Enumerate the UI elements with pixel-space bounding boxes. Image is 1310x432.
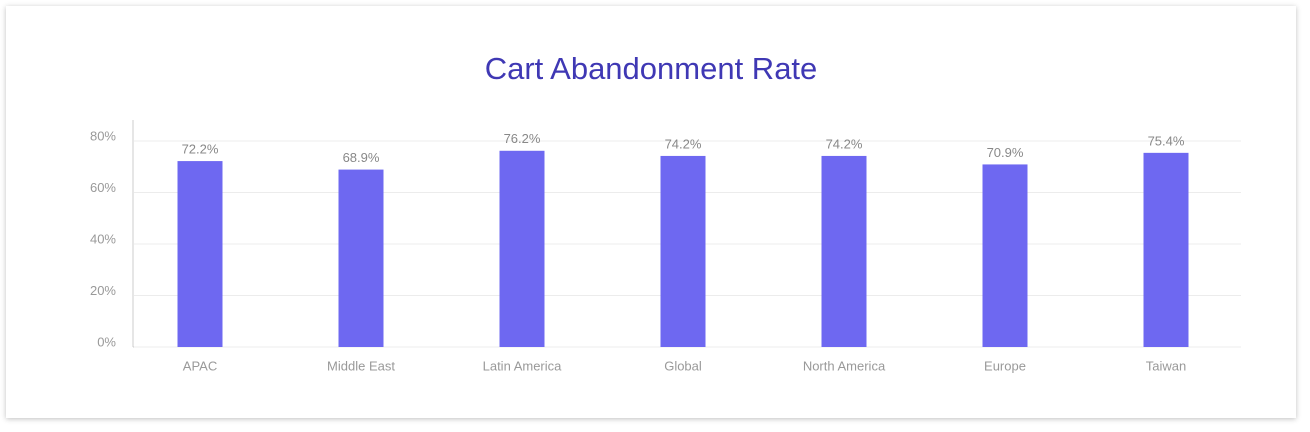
value-label: 74.2%	[665, 136, 702, 151]
x-tick-label: APAC	[183, 358, 217, 373]
bar	[821, 155, 867, 347]
bar	[499, 150, 545, 347]
bar	[660, 155, 706, 347]
x-tick-label: Middle East	[327, 358, 395, 373]
y-tick-label: 0%	[97, 334, 116, 349]
y-tick-label: 80%	[90, 128, 116, 143]
bar	[982, 164, 1028, 347]
bar	[177, 161, 223, 347]
bar	[338, 169, 384, 347]
y-tick-label: 40%	[90, 231, 116, 246]
bar	[1143, 152, 1189, 347]
y-tick-label: 20%	[90, 283, 116, 298]
x-tick-label: Europe	[984, 358, 1026, 373]
x-tick-label: Latin America	[483, 358, 563, 373]
value-label: 68.9%	[343, 150, 380, 165]
x-tick-label: Global	[664, 358, 702, 373]
value-label: 75.4%	[1148, 133, 1185, 148]
chart-title: Cart Abandonment Rate	[485, 51, 818, 86]
value-label: 70.9%	[987, 145, 1024, 160]
value-label: 72.2%	[182, 142, 219, 157]
value-label: 74.2%	[826, 136, 863, 151]
x-tick-label: North America	[803, 358, 886, 373]
value-label: 76.2%	[504, 131, 541, 146]
y-tick-label: 60%	[90, 180, 116, 195]
x-tick-label: Taiwan	[1146, 358, 1186, 373]
